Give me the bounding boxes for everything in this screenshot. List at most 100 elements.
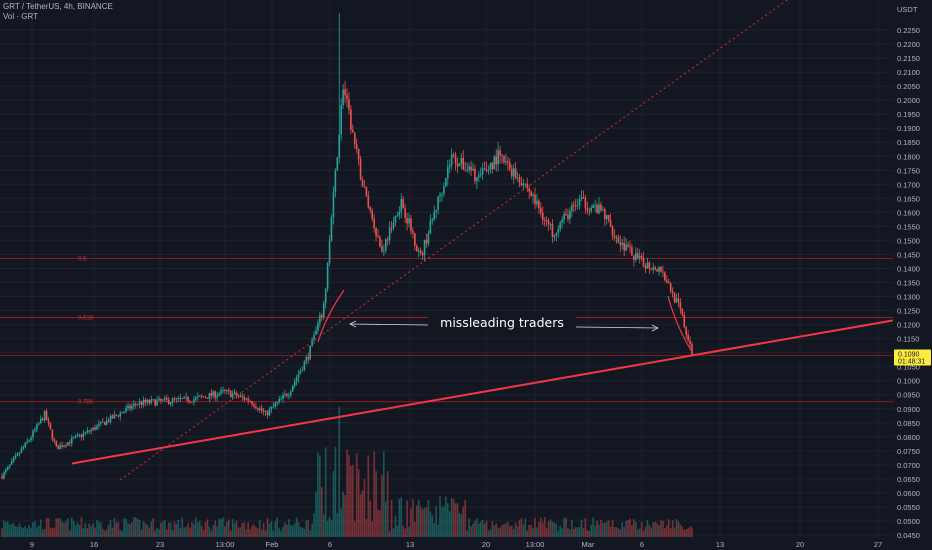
candle-body [127, 405, 129, 409]
volume-bar [446, 503, 449, 537]
bar-countdown: 01:48:31 [898, 358, 925, 365]
candle-body [63, 445, 65, 447]
price-axis[interactable]: USDT 0.2250 0.2200 0.2150 0.2100 0.2050 0.2000… [893, 0, 932, 550]
candle-body [377, 236, 379, 238]
last-price-badge[interactable] [894, 349, 931, 366]
volume-bar [381, 474, 383, 537]
volume-bar [76, 522, 79, 537]
volume-bar [443, 506, 445, 537]
volume-bar [111, 527, 114, 537]
candle-body [636, 253, 639, 259]
candle-body [683, 314, 686, 327]
volume-bar [119, 529, 122, 537]
volume-bar [421, 509, 424, 537]
candle-body [660, 266, 662, 272]
price-tick-label: 0.2050 [897, 82, 920, 91]
candle-body [394, 215, 397, 223]
volume-bar [435, 505, 437, 537]
candle-body [586, 208, 589, 211]
candle-body [353, 132, 356, 145]
volume-bar [268, 523, 271, 537]
volume-bar [59, 518, 61, 537]
candle-body [363, 186, 366, 188]
candle-body [47, 420, 50, 424]
volume-bar [454, 503, 457, 537]
drawing-overlays[interactable]: missleading traders [71, 0, 894, 481]
time-axis-background [0, 537, 893, 550]
candle-body [198, 395, 201, 397]
volume-indicator-label[interactable]: Vol · GRT [3, 12, 38, 21]
volume-bar [177, 519, 180, 537]
volume-bar [260, 529, 263, 537]
right-curve-arc[interactable] [667, 295, 692, 351]
volume-bar [495, 523, 498, 537]
candle-body [233, 392, 236, 394]
price-tick-label: 0.1550 [897, 222, 920, 231]
candle-body [241, 395, 244, 397]
volume-bar [24, 526, 27, 537]
candle-body [334, 170, 337, 192]
candle-body [633, 255, 635, 260]
candle-body [441, 193, 443, 195]
candle-body [561, 220, 563, 223]
candle-body [541, 212, 544, 221]
candle-body [613, 235, 616, 238]
volume-bar [549, 519, 552, 537]
candle-body [433, 211, 436, 219]
candle-body [650, 268, 653, 270]
volume-bar [673, 527, 676, 537]
candle-body [28, 440, 30, 442]
volume-bar [615, 527, 618, 537]
volume-bar [328, 516, 331, 537]
candle-body [26, 441, 28, 443]
volume-bar [346, 449, 348, 537]
volume-bar [107, 524, 110, 537]
candle-body [410, 218, 412, 231]
candle-body [514, 168, 517, 178]
volume-bar [578, 526, 581, 537]
candle-body [282, 395, 284, 399]
volume-bar [590, 524, 593, 537]
candle-body [243, 396, 246, 400]
candle-body [495, 156, 498, 165]
volume-bar [34, 521, 36, 537]
left-curve-arc[interactable] [317, 289, 345, 343]
candle-body [572, 205, 575, 207]
candle-body [10, 460, 13, 465]
time-axis[interactable]: 9 16 23 13:00 Feb 6 13 20 13:00 Mar 6 13 20 27 [0, 537, 893, 550]
volume-bar [103, 530, 106, 537]
volume-bar [666, 525, 668, 537]
candle-body [7, 466, 9, 470]
candle-body [134, 403, 137, 405]
volume-bar [636, 529, 639, 537]
candle-body [638, 255, 641, 259]
candle-body [53, 439, 56, 442]
annotation-text[interactable]: missleading traders [440, 315, 564, 330]
candle-body [284, 393, 286, 396]
volume-bar [662, 520, 664, 537]
volume-bar [109, 520, 112, 537]
volume-bar [629, 518, 631, 537]
price-axis-background [893, 0, 932, 550]
time-tick-label: 20 [796, 540, 804, 549]
volume-bar [373, 451, 375, 537]
volume-bar [253, 524, 255, 537]
candle-body [140, 401, 143, 405]
volume-bar [146, 524, 149, 537]
volume-bar [39, 519, 42, 537]
candle-body [12, 458, 15, 461]
time-tick-label: Feb [266, 540, 279, 549]
candle-body [677, 298, 680, 303]
volume-bar [5, 522, 7, 537]
support-trend-line[interactable] [71, 319, 894, 465]
volume-bar [80, 517, 83, 537]
volume-bar [127, 522, 129, 537]
candle-body [212, 391, 215, 396]
candle-body [404, 208, 406, 218]
volume-bar [32, 522, 34, 537]
volume-bar [156, 528, 158, 537]
volume-bar [134, 517, 137, 537]
candle-body [266, 411, 269, 416]
candle-body [464, 169, 467, 171]
